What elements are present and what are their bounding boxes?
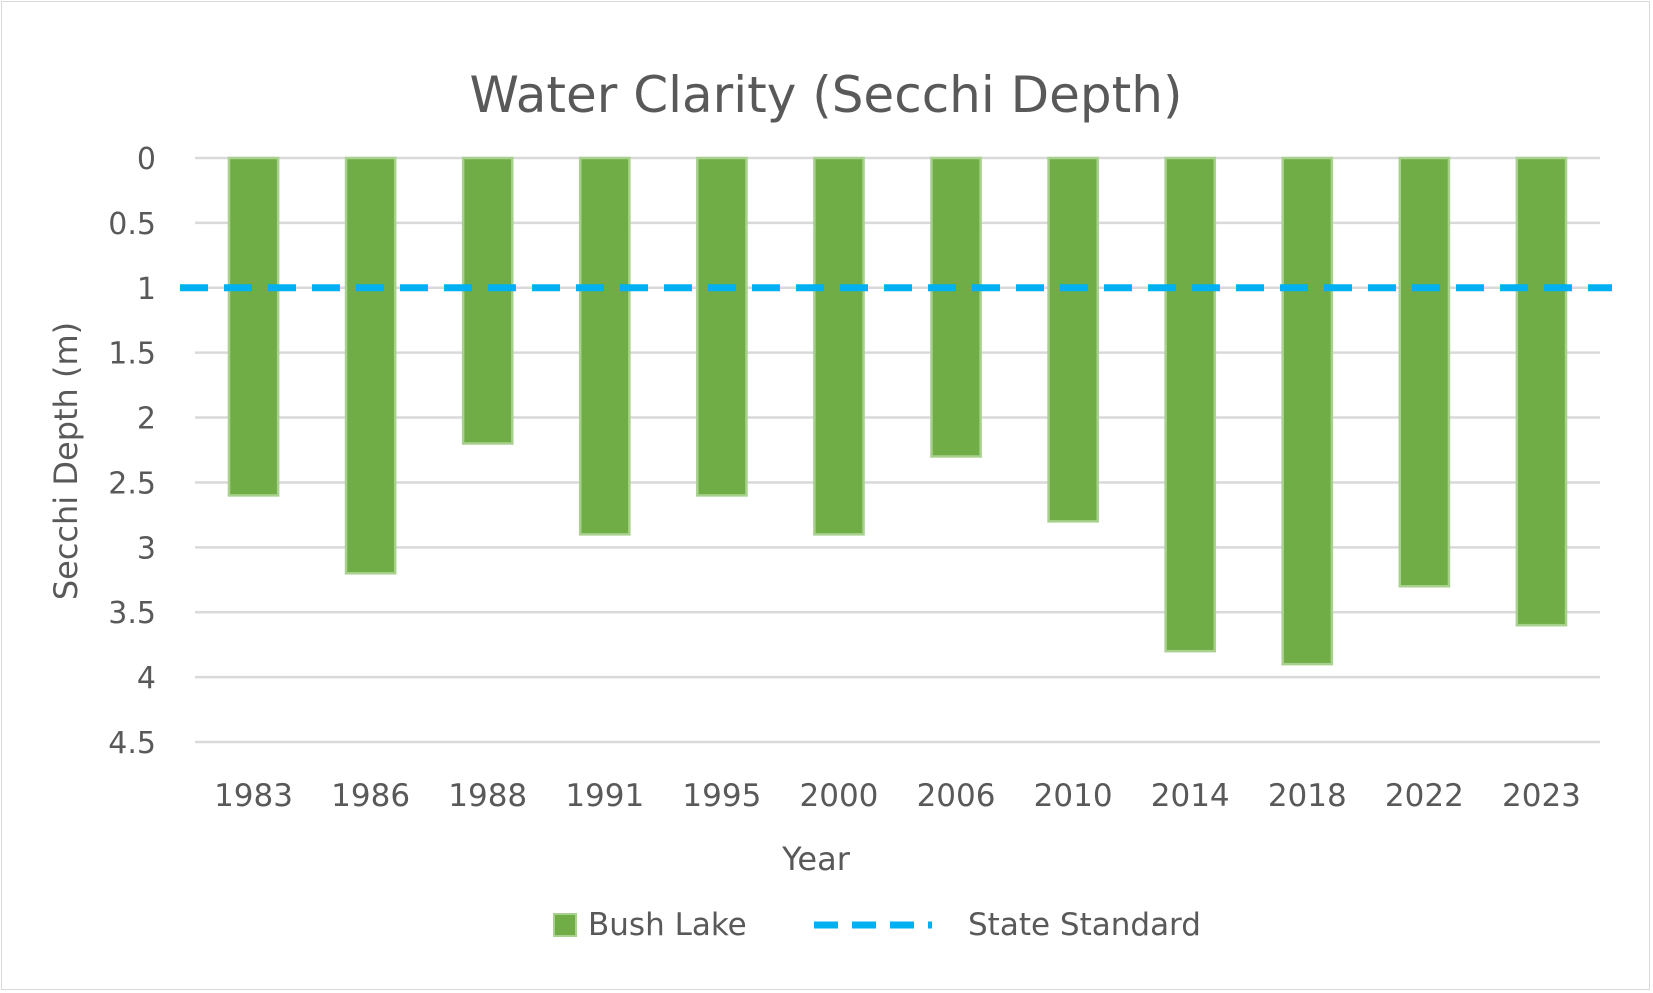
- legend-label-bush-lake: Bush Lake: [588, 907, 747, 943]
- y-tick-label: 4.5: [108, 726, 156, 761]
- x-tick-label: 1983: [214, 778, 293, 814]
- bar-2014: [1164, 156, 1217, 653]
- x-axis-label: Year: [781, 840, 851, 878]
- x-tick-label: 2022: [1385, 778, 1464, 814]
- x-axis-ticks: 1983 1986 1988 1991 1995 2000 2006 2010 2014 2018…: [214, 778, 1581, 814]
- chart-title: Water Clarity (Secchi Depth): [470, 66, 1183, 124]
- y-tick-label: 2.5: [108, 466, 156, 501]
- legend-label-state-standard: State Standard: [968, 907, 1201, 943]
- y-tick-label: 3: [137, 531, 156, 566]
- y-tick-label: 3.5: [108, 596, 156, 631]
- x-tick-label: 2018: [1268, 778, 1347, 814]
- bar-2010: [1047, 156, 1099, 523]
- x-tick-label: 2006: [917, 778, 996, 814]
- legend-swatch-bush-lake: [553, 913, 577, 937]
- bar-1983: [227, 156, 280, 497]
- x-tick-label: 1986: [331, 778, 410, 814]
- x-tick-label: 2014: [1151, 778, 1230, 814]
- legend: Bush Lake State Standard: [553, 907, 1201, 943]
- x-tick-label: 2010: [1034, 778, 1113, 814]
- x-tick-label: 2000: [800, 778, 879, 814]
- bar-2023: [1515, 156, 1568, 627]
- gridlines: [195, 156, 1600, 744]
- bar-1991: [578, 156, 631, 536]
- y-tick-label: 0.5: [108, 207, 156, 242]
- y-axis-ticks: 0 0.5 1 1.5 2 2.5 3 3.5 4 4.5: [108, 142, 156, 761]
- x-tick-label: 2023: [1502, 778, 1581, 814]
- y-tick-label: 4: [137, 661, 156, 696]
- bar-2022: [1398, 156, 1451, 588]
- bars: [227, 156, 1568, 666]
- y-tick-label: 2: [137, 402, 156, 437]
- bar-1988: [461, 156, 514, 445]
- y-axis-label: Secchi Depth (m): [47, 322, 85, 600]
- x-tick-label: 1991: [565, 778, 644, 814]
- bar-2018: [1281, 156, 1334, 666]
- bar-2006: [930, 156, 982, 458]
- bar-1995: [696, 156, 748, 497]
- y-tick-label: 0: [137, 142, 156, 177]
- bar-1986: [344, 156, 397, 575]
- x-tick-label: 1995: [682, 778, 761, 814]
- x-tick-label: 1988: [448, 778, 527, 814]
- bar-2000: [813, 156, 865, 536]
- y-tick-label: 1.5: [108, 337, 156, 372]
- y-tick-label: 1: [137, 272, 156, 307]
